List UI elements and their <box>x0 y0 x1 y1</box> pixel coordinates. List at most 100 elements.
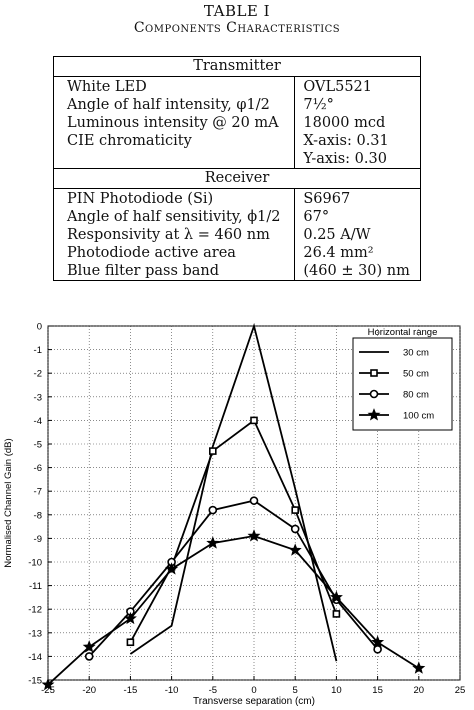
table-row: Blue filter pass band (460 ± 30) nm <box>54 262 421 281</box>
data-point <box>206 536 220 549</box>
table-row: Angle of half sensitivity, ϕ1/2 67° <box>54 208 421 226</box>
row-label: Angle of half sensitivity, ϕ1/2 <box>67 209 281 225</box>
data-point <box>123 611 137 625</box>
legend: Horizontal range 30 cm 50 cm 80 cm 100 cm <box>352 327 453 431</box>
table-row: White LED OVL5521 <box>54 76 421 96</box>
y-tick-label: -7 <box>34 487 42 498</box>
x-tick-label: 20 <box>414 685 425 696</box>
y-tick-label: -11 <box>29 581 42 592</box>
data-point <box>288 543 302 556</box>
table-row: CIE chromaticity X-axis: 0.31 <box>54 132 421 150</box>
table-section-header: Receiver <box>53 168 421 189</box>
legend-marker <box>369 389 379 399</box>
x-tick-label: -25 <box>41 685 55 696</box>
x-tick-label: 15 <box>372 685 383 696</box>
table-row: Luminous intensity @ 20 mA 18000 mcd <box>54 114 421 132</box>
data-point <box>250 416 258 425</box>
table-row: Photodiode active area 26.4 mm² <box>54 244 421 262</box>
row-label: PIN Photodiode (Si) <box>67 191 214 207</box>
data-point <box>291 506 300 514</box>
x-tick-label: 10 <box>331 685 342 696</box>
data-point <box>82 640 96 653</box>
data-point <box>165 562 179 575</box>
legend-entry: 50 cm <box>403 369 429 380</box>
series-line <box>129 419 338 643</box>
row-value: X-axis: 0.31 <box>294 132 421 150</box>
row-label: White LED <box>67 79 147 95</box>
legend-entry: 30 cm <box>403 348 429 359</box>
row-value: 18000 mcd <box>294 114 421 132</box>
row-label: Photodiode active area <box>67 245 236 261</box>
series-line <box>88 499 379 658</box>
table-row: Responsivity at λ = 460 nm 0.25 A/W <box>54 226 421 244</box>
row-value: (460 ± 30) nm <box>294 262 421 281</box>
y-tick-label: 0 <box>37 322 42 333</box>
row-value: 67° <box>294 208 421 226</box>
legend-entry: 80 cm <box>403 390 429 401</box>
y-tick-label: -10 <box>28 558 42 569</box>
row-label: Angle of half intensity, φ1/2 <box>67 97 270 113</box>
data-point <box>329 590 343 603</box>
series-50-cm <box>126 416 341 647</box>
components-table: Transmitter White LED OVL5521 Angle of h… <box>53 56 421 281</box>
data-point <box>247 529 261 542</box>
row-value: Y-axis: 0.30 <box>294 150 421 169</box>
y-tick-label: -8 <box>34 510 42 521</box>
y-tick-label: -13 <box>28 628 42 639</box>
y-tick-label: -9 <box>34 534 42 545</box>
series-line <box>47 535 420 686</box>
row-value: OVL5521 <box>294 76 421 96</box>
legend-marker <box>367 408 381 421</box>
y-tick-label: -6 <box>34 463 42 474</box>
legend-entry: 100 cm <box>403 411 434 422</box>
row-label: Responsivity at λ = 460 nm <box>67 227 270 243</box>
data-point <box>41 677 55 691</box>
data-point <box>249 496 259 505</box>
legend-marker <box>370 369 378 377</box>
y-tick-label: -14 <box>28 652 42 663</box>
y-tick-label: -12 <box>28 605 42 616</box>
data-point <box>412 661 426 674</box>
data-point <box>209 447 217 455</box>
table-row: PIN Photodiode (Si) S6967 <box>54 188 421 208</box>
row-label: Luminous intensity @ 20 mA <box>67 115 279 131</box>
y-tick-label: -2 <box>34 369 42 380</box>
row-value: 7½° <box>294 96 421 114</box>
x-tick-label: 5 <box>293 685 298 696</box>
y-tick-label: -3 <box>34 392 42 403</box>
data-point <box>290 524 300 534</box>
x-tick-label: -20 <box>82 685 96 696</box>
data-point <box>373 645 382 654</box>
x-tick-label: -5 <box>209 685 217 696</box>
series-30-cm <box>129 322 338 662</box>
row-label: Blue filter pass band <box>67 263 220 279</box>
table-row: Angle of half intensity, φ1/2 7½° <box>54 96 421 114</box>
data-point <box>126 638 135 647</box>
x-tick-label: 0 <box>251 685 256 696</box>
y-tick-label: -5 <box>34 440 42 451</box>
series-100-cm <box>41 529 426 691</box>
x-axis-label: Transverse separation (cm) <box>193 696 315 706</box>
table-row: Y-axis: 0.30 <box>54 150 421 169</box>
table-caption: Components Characteristics <box>133 20 341 36</box>
table-title: TABLE I <box>203 2 271 20</box>
row-value: 26.4 mm² <box>294 244 421 262</box>
channel-gain-chart: -25 -20 -15 -10 -5 0 5 10 15 20 25 0 -1 -2 -3 -4 -5 -6 -7 -… <box>0 312 474 708</box>
receiver-header: Receiver <box>53 168 421 189</box>
data-point <box>208 505 218 515</box>
x-tick-label: -10 <box>165 685 179 696</box>
y-tick-label: -1 <box>34 345 42 356</box>
y-tick-label: -15 <box>28 676 42 687</box>
data-point <box>332 610 341 618</box>
row-label: CIE chromaticity <box>67 133 192 149</box>
series-line <box>129 322 338 662</box>
data-point <box>84 652 94 661</box>
y-tick-label: -4 <box>34 416 42 427</box>
chart-svg: -25 -20 -15 -10 -5 0 5 10 15 20 25 0 -1 -2 -3 -4 -5 -6 -7 -… <box>3 322 465 708</box>
data-point <box>371 635 385 648</box>
table-section-header: Transmitter <box>53 56 421 77</box>
x-tick-label: -15 <box>124 685 138 696</box>
legend-title: Horizontal range <box>368 327 438 338</box>
row-label <box>54 150 295 169</box>
row-value: 0.25 A/W <box>294 226 421 244</box>
